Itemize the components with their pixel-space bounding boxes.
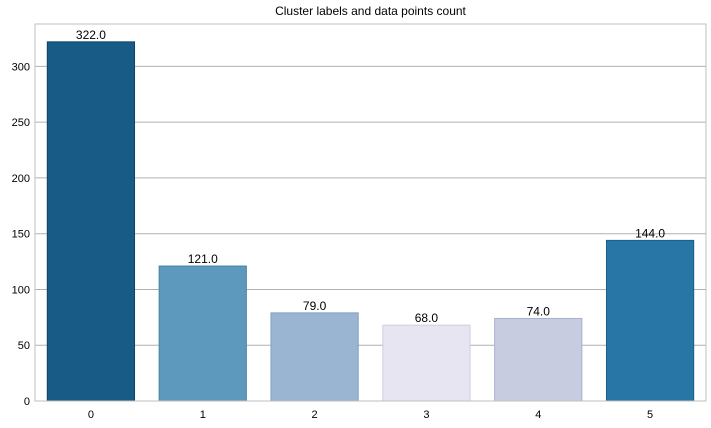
chart-title: Cluster labels and data points count bbox=[275, 4, 466, 18]
y-tick-label: 150 bbox=[12, 229, 30, 241]
y-tick-label: 50 bbox=[18, 340, 30, 352]
bar-cluster-2 bbox=[270, 312, 359, 402]
x-tick-label: 2 bbox=[312, 409, 318, 421]
bar-value-label: 144.0 bbox=[635, 226, 665, 240]
bar-value-label: 79.0 bbox=[303, 299, 327, 313]
bars bbox=[46, 41, 695, 402]
x-tick-label: 0 bbox=[88, 409, 94, 421]
bar-value-label: 74.0 bbox=[527, 304, 551, 318]
plot-area-frame bbox=[34, 23, 707, 402]
bar-cluster-5 bbox=[605, 239, 695, 402]
grid-lines bbox=[35, 65, 706, 402]
x-axis-tick-labels: 0 1 2 3 4 5 bbox=[88, 409, 653, 421]
bar-value-label: 121.0 bbox=[188, 252, 218, 266]
bar-cluster-3 bbox=[382, 324, 471, 402]
y-tick-label: 0 bbox=[24, 396, 30, 408]
x-tick-label: 1 bbox=[200, 409, 206, 421]
bar-cluster-0 bbox=[46, 41, 136, 402]
y-tick-label: 100 bbox=[12, 284, 30, 296]
y-tick-label: 200 bbox=[12, 173, 30, 185]
bar-cluster-4 bbox=[494, 317, 583, 402]
bar-value-label: 68.0 bbox=[415, 311, 439, 325]
x-tick-label: 5 bbox=[647, 409, 653, 421]
y-tick-label: 300 bbox=[12, 61, 30, 73]
bar-cluster-1 bbox=[158, 265, 247, 402]
y-tick-label: 250 bbox=[12, 117, 30, 129]
x-tick-label: 3 bbox=[423, 409, 429, 421]
x-tick-label: 4 bbox=[535, 409, 541, 421]
y-axis-tick-labels: 0 50 100 150 200 250 300 bbox=[12, 61, 30, 408]
bar-value-labels: 322.0 121.0 79.0 68.0 74.0 144.0 bbox=[76, 28, 666, 325]
bar-value-label: 322.0 bbox=[76, 28, 106, 42]
